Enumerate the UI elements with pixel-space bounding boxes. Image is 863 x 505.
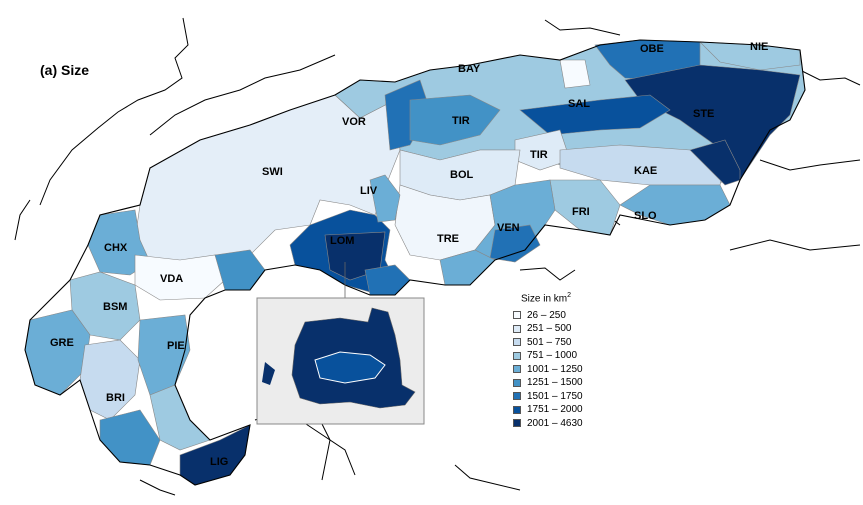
legend-label: 1251 – 1500 [527, 377, 583, 389]
legend-label: 751 – 1000 [527, 350, 578, 362]
region-labels: BAY OBE NIE VOR TIR SAL STE SWI TIR LIV BOL KAE FRI S… [50, 41, 768, 468]
legend-swatch [513, 419, 521, 428]
legend-item: 501 – 750 [513, 335, 583, 349]
legend-swatch [513, 392, 521, 401]
legend-item: 751 – 1000 [513, 349, 583, 363]
legend-label: 26 – 250 [527, 309, 566, 321]
region-label-nie: NIE [750, 41, 768, 53]
bor-inset [256, 262, 425, 425]
map-title: (a) Size [40, 62, 90, 78]
region-label-fri: FRI [572, 206, 590, 218]
legend-label: 1501 – 1750 [527, 390, 583, 402]
region-label-tir: TIR [530, 149, 548, 161]
region-bor [314, 351, 386, 384]
region-label-liv: LIV [360, 185, 378, 197]
legend-label: 251 – 500 [527, 323, 572, 335]
legend-item: 1751 – 2000 [513, 403, 583, 417]
region-ste-south [689, 139, 741, 186]
region-bay-white [559, 59, 591, 89]
region-label-slo: SLO [634, 210, 657, 222]
region-vda [134, 254, 226, 301]
legend-item: 26 – 250 [513, 308, 583, 322]
region-label-tir: TIR [452, 115, 470, 127]
legend-swatch [513, 338, 521, 347]
region-label-ste: STE [693, 108, 714, 120]
region-ven-dark [489, 224, 541, 263]
inset-lom-fragment [262, 362, 275, 385]
legend-swatch [513, 405, 521, 414]
legend: Size in km2 26 – 250 251 – 500 501 – 750 75… [513, 292, 583, 430]
region-label-kae: KAE [634, 165, 657, 177]
legend-swatch [513, 324, 521, 333]
region-label-vor: VOR [342, 116, 366, 128]
legend-title: Size in km2 [521, 292, 572, 305]
legend-swatch [513, 311, 521, 320]
region-label-gre: GRE [50, 337, 74, 349]
region-lom-south [364, 264, 411, 296]
region-label-bay: BAY [458, 63, 481, 75]
legend-item: 251 – 500 [513, 322, 583, 336]
legend-item: 1001 – 1250 [513, 362, 583, 376]
alps-outline [24, 39, 806, 486]
region-label-bsm: BSM [103, 301, 127, 313]
region-label-bri: BRI [106, 392, 125, 404]
region-lom-core [324, 231, 386, 281]
region-label-chx: CHX [104, 242, 128, 254]
region-label-swi: SWI [262, 166, 283, 178]
legend-item: 1251 – 1500 [513, 376, 583, 390]
legend-swatch [513, 351, 521, 360]
region-label-obe: OBE [640, 43, 664, 55]
region-label-sal: SAL [568, 98, 590, 110]
region-ste [624, 64, 801, 181]
region-label-ven: VEN [497, 222, 520, 234]
legend-item: 1501 – 1750 [513, 389, 583, 403]
country-borders [14, 17, 861, 496]
region-label-vda: VDA [160, 273, 183, 285]
legend-item: 2001 – 4630 [513, 416, 583, 430]
region-label-tre: TRE [437, 233, 459, 245]
region-bri-south [99, 409, 161, 466]
legend-label: 1001 – 1250 [527, 363, 583, 375]
legend-label: 2001 – 4630 [527, 417, 583, 429]
legend-swatch [513, 378, 521, 387]
region-label-lom: LOM [330, 235, 354, 247]
region-label-pie: PIE [167, 340, 185, 352]
region-liv [369, 174, 401, 223]
legend-rows: 26 – 250 251 – 500 501 – 750 751 – 1000 1001… [513, 308, 583, 430]
legend-label: 501 – 750 [527, 336, 572, 348]
region-pie [137, 314, 191, 396]
region-label-bol: BOL [450, 169, 474, 181]
legend-swatch [513, 365, 521, 374]
region-label-lig: LIG [210, 456, 228, 468]
legend-label: 1751 – 2000 [527, 404, 583, 416]
region-pie-north [214, 249, 266, 291]
region-tir-north [409, 94, 501, 146]
